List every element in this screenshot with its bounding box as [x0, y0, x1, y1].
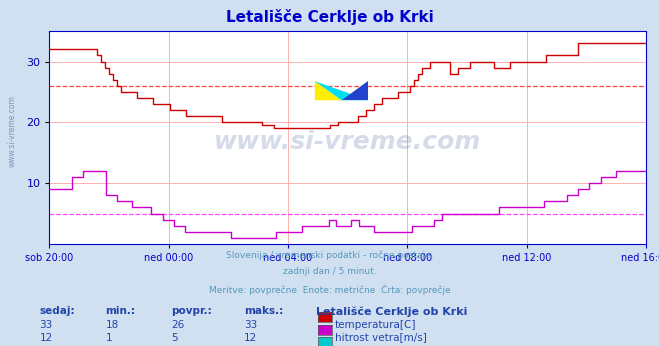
Text: Slovenija / vremenski podatki - ročne postaje.: Slovenija / vremenski podatki - ročne po…: [226, 251, 433, 260]
Text: -nan: -nan: [40, 345, 63, 346]
Text: Letališče Cerklje ob Krki: Letališče Cerklje ob Krki: [225, 9, 434, 25]
Text: temperatura[C]: temperatura[C]: [335, 320, 416, 330]
Text: Letališče Cerklje ob Krki: Letališče Cerklje ob Krki: [316, 306, 468, 317]
Text: -nan: -nan: [171, 345, 194, 346]
Text: sunki vetra[m/s]: sunki vetra[m/s]: [335, 345, 420, 346]
Text: 33: 33: [244, 320, 257, 330]
Text: -nan: -nan: [105, 345, 129, 346]
Text: maks.:: maks.:: [244, 306, 283, 316]
Text: 26: 26: [171, 320, 185, 330]
Polygon shape: [315, 81, 368, 100]
Text: 12: 12: [244, 333, 257, 343]
Text: -nan: -nan: [244, 345, 267, 346]
Text: Meritve: povprečne  Enote: metrične  Črta: povprečje: Meritve: povprečne Enote: metrične Črta:…: [209, 284, 450, 294]
Text: www.si-vreme.com: www.si-vreme.com: [214, 130, 481, 154]
Text: min.:: min.:: [105, 306, 136, 316]
Polygon shape: [341, 81, 368, 100]
Text: 33: 33: [40, 320, 53, 330]
Text: 18: 18: [105, 320, 119, 330]
Polygon shape: [315, 81, 341, 100]
Text: sedaj:: sedaj:: [40, 306, 75, 316]
Text: hitrost vetra[m/s]: hitrost vetra[m/s]: [335, 333, 426, 343]
Text: 1: 1: [105, 333, 112, 343]
Text: 12: 12: [40, 333, 53, 343]
Text: povpr.:: povpr.:: [171, 306, 212, 316]
Text: www.si-vreme.com: www.si-vreme.com: [8, 95, 17, 167]
Text: zadnji dan / 5 minut.: zadnji dan / 5 minut.: [283, 267, 376, 276]
Text: 5: 5: [171, 333, 178, 343]
